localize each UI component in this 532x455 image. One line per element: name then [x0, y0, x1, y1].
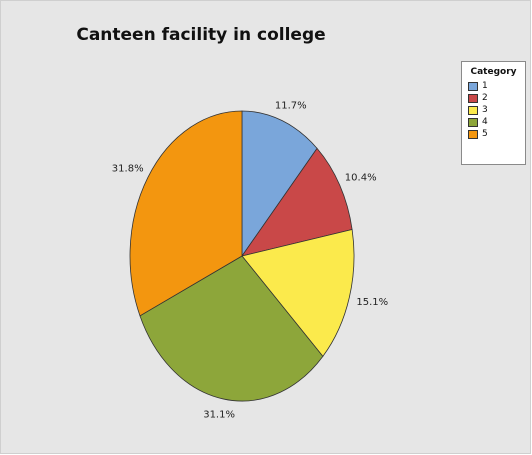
legend-swatch-3 [468, 105, 478, 115]
legend-label-4: 4 [482, 117, 488, 127]
slice-label-5: 31.8% [112, 164, 144, 175]
slice-label-2: 10.4% [345, 172, 377, 183]
pie-slice-1 [241, 110, 318, 258]
pie-slice-2 [241, 147, 353, 257]
legend-item-3: 3 [468, 104, 525, 116]
pie-slice-3 [241, 229, 355, 357]
slice-label-3: 15.1% [356, 297, 388, 308]
slice-label-1: 11.7% [275, 101, 307, 112]
legend-swatch-5 [468, 129, 478, 139]
chart-title: Canteen facility in college [76, 25, 326, 45]
pie-slice-4 [139, 255, 324, 402]
legend-label-3: 3 [482, 105, 488, 115]
pie-slice-5 [129, 110, 243, 317]
legend-item-4: 4 [468, 116, 525, 128]
legend-swatch-2 [468, 93, 478, 103]
slice-label-4: 31.1% [203, 410, 235, 421]
legend-item-5: 5 [468, 128, 525, 140]
legend-swatch-1 [468, 81, 478, 91]
legend-swatch-4 [468, 117, 478, 127]
legend-label-5: 5 [482, 129, 488, 139]
legend: Category 1 2 3 4 5 [461, 61, 526, 165]
legend-label-1: 1 [482, 81, 488, 91]
legend-title: Category [470, 67, 517, 77]
legend-items: 1 2 3 4 5 [462, 80, 525, 140]
legend-label-2: 2 [482, 93, 488, 103]
legend-item-1: 1 [468, 80, 525, 92]
legend-item-2: 2 [468, 92, 525, 104]
